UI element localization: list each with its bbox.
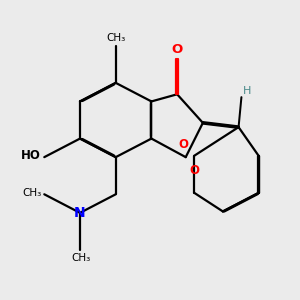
Text: O: O — [178, 138, 189, 152]
Text: N: N — [74, 206, 86, 220]
Text: O: O — [189, 164, 199, 177]
Text: HO: HO — [21, 149, 41, 162]
Text: O: O — [172, 43, 183, 56]
Text: CH₃: CH₃ — [22, 188, 41, 198]
Text: CH₃: CH₃ — [72, 253, 91, 263]
Text: CH₃: CH₃ — [106, 33, 125, 43]
Text: H: H — [243, 86, 251, 96]
